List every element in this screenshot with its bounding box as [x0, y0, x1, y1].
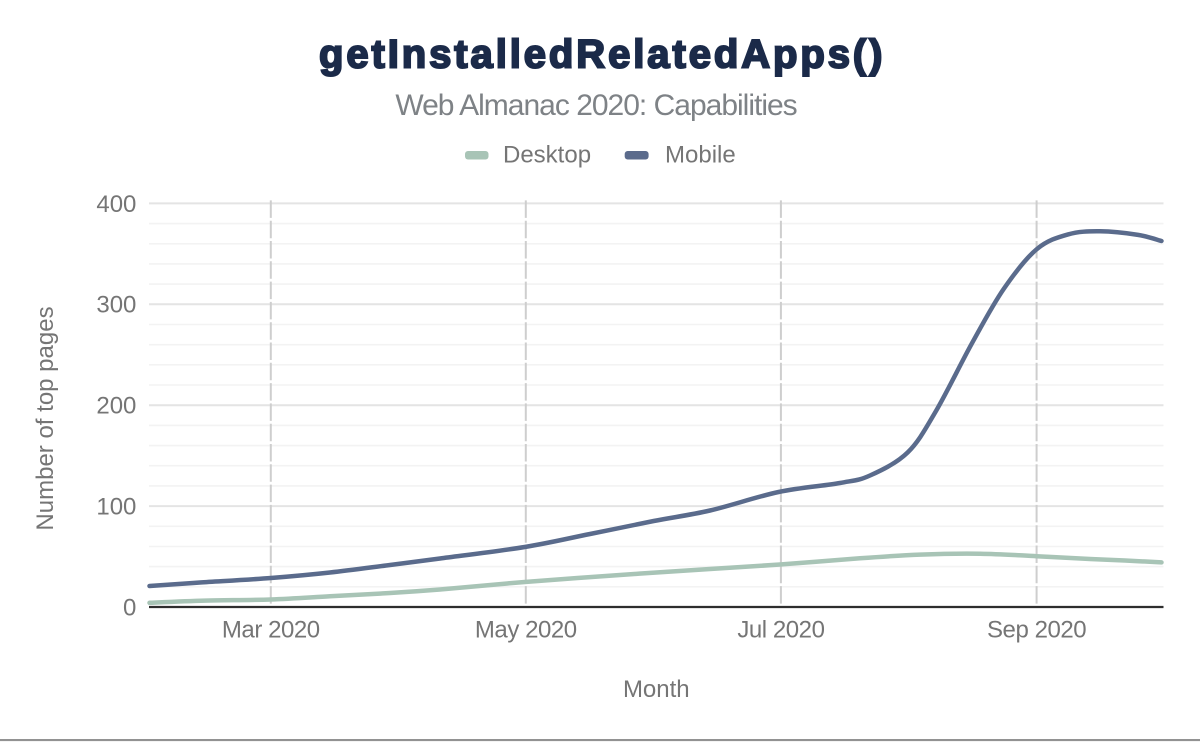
svg-text:300: 300 — [96, 292, 136, 319]
svg-text:Sep 2020: Sep 2020 — [987, 617, 1086, 644]
svg-text:200: 200 — [96, 393, 136, 420]
svg-text:100: 100 — [96, 494, 136, 521]
svg-text:getInstalledRelatedApps(): getInstalledRelatedApps() — [319, 33, 885, 77]
svg-text:400: 400 — [96, 191, 136, 218]
svg-text:Desktop: Desktop — [503, 142, 591, 169]
svg-text:Mar 2020: Mar 2020 — [222, 617, 320, 644]
svg-text:0: 0 — [123, 594, 136, 621]
svg-text:Web Almanac 2020: Capabilities: Web Almanac 2020: Capabilities — [395, 89, 796, 122]
svg-text:Mobile: Mobile — [665, 142, 736, 169]
svg-text:Jul 2020: Jul 2020 — [737, 617, 824, 644]
svg-text:Number of top pages: Number of top pages — [32, 306, 59, 530]
svg-text:Month: Month — [623, 676, 690, 703]
svg-text:May 2020: May 2020 — [475, 617, 577, 644]
